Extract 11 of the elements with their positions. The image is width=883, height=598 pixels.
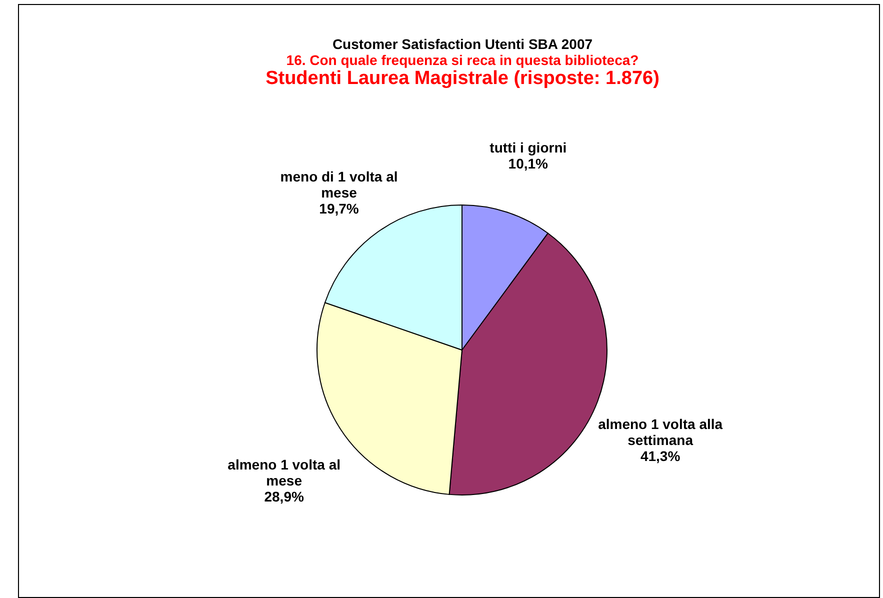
slice-label: tutti i giorni	[490, 140, 567, 156]
slice-label: meno di 1 volta al mese	[280, 168, 398, 200]
text: 16. Con quale frequenza si reca in questa biblioteca?	[286, 52, 639, 68]
data-label: 19,7%	[319, 200, 360, 216]
slice-label: almeno 1 volta al mese	[228, 456, 340, 488]
slice-label: almeno 1 volta alla settimana	[598, 416, 723, 448]
chart-title: Customer Satisfaction Utenti SBA 2007	[331, 36, 594, 52]
text: Studenti Laurea Magistrale (risposte: 1.876)	[266, 68, 660, 89]
data-label: 41,3%	[640, 448, 681, 464]
data-label: 10,1%	[508, 156, 549, 172]
data-label: 28,9%	[264, 488, 304, 504]
